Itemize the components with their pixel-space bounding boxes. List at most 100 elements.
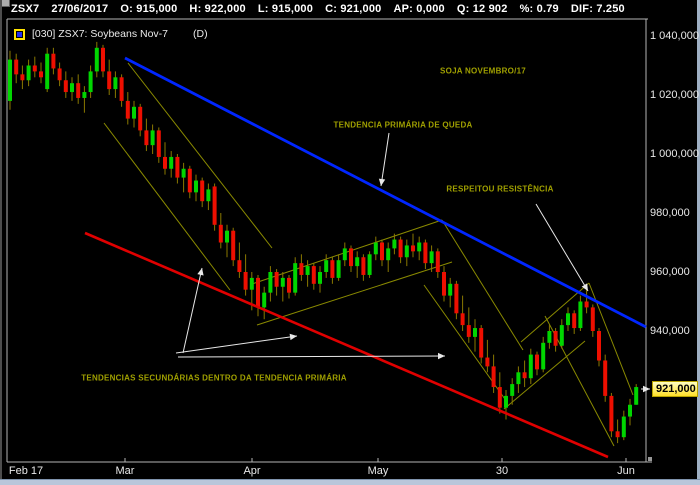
candle-body — [442, 272, 446, 296]
candle-body — [547, 331, 552, 343]
candle-body — [349, 248, 353, 267]
candle-body — [597, 331, 601, 361]
quote-stat-DIF: DIF: 7.250 — [570, 3, 625, 15]
candle-body — [268, 272, 273, 293]
quote-stat-O: O: 915,000 — [120, 3, 178, 15]
quote-symbol: ZSX7 — [11, 3, 40, 15]
annotation-resistance: RESPEITOU RESISTÊNCIA — [446, 184, 554, 194]
candle-body — [609, 395, 614, 432]
window-corner-chip[interactable] — [0, 0, 10, 7]
candle-body — [305, 266, 310, 275]
candle-body — [138, 106, 143, 131]
candle-body — [262, 292, 267, 308]
x-axis-label: Apr — [243, 465, 261, 477]
candle-body — [243, 272, 248, 290]
candle-body — [510, 384, 515, 396]
quote-date: 27/06/2017 — [51, 3, 109, 15]
app-frame-bottom[interactable] — [0, 479, 700, 485]
candle-body — [187, 168, 192, 193]
x-axis-label: Feb 17 — [8, 465, 44, 477]
x-axis-label: Jun — [617, 465, 635, 477]
candle-body — [634, 387, 639, 405]
candle-body — [522, 372, 527, 379]
candle-body — [615, 431, 620, 438]
candle-body — [156, 130, 161, 157]
quote-stat-L: L: 915,000 — [257, 3, 314, 15]
candle-body — [398, 239, 403, 258]
chart-window-icon[interactable] — [14, 28, 25, 40]
candle-body — [14, 59, 19, 75]
resize-grip — [648, 457, 652, 461]
annotation-arrowhead — [643, 385, 650, 393]
candle-body — [181, 168, 186, 178]
secondary-trendline — [103, 122, 231, 291]
candle-body — [603, 360, 608, 396]
x-axis-label: 30 — [495, 465, 509, 477]
candle-body — [299, 263, 304, 275]
candle-body — [206, 189, 211, 202]
candle-body — [324, 260, 329, 272]
candle-body — [212, 186, 217, 225]
candle-body — [429, 251, 434, 264]
candle-body — [342, 248, 347, 261]
candle-body — [57, 68, 62, 81]
candle-body — [20, 74, 25, 81]
candle-body — [367, 254, 372, 275]
quote-stat-H: H: 922,000 — [189, 3, 246, 15]
candle-body — [63, 80, 68, 93]
candle-body — [125, 100, 130, 119]
candle-body — [200, 180, 205, 202]
annotation-secondary-trends: TENDENCIAS SECUNDÁRIAS DENTRO DA TENDENC… — [81, 373, 347, 383]
candle-body — [355, 257, 360, 267]
candle-body — [39, 71, 43, 78]
candle-body — [311, 266, 316, 284]
candle-body — [553, 331, 558, 346]
support-trendline — [84, 231, 609, 459]
quote-bar: ZSX7 27/06/2017 O: 915,000 H: 922,000 L: 915… — [11, 3, 625, 15]
chart-title: [030] ZSX7: Soybeans Nov-7 — [32, 28, 168, 40]
candle-body — [231, 230, 236, 261]
candle-body — [516, 372, 521, 385]
candle-body — [392, 239, 397, 249]
candle-body — [380, 242, 384, 261]
candle-body — [82, 92, 87, 98]
annotation-arrowhead — [378, 178, 386, 186]
last-price-tag: 921,000 — [652, 381, 698, 397]
candle-body — [473, 328, 477, 337]
candle-body — [566, 313, 570, 326]
candle-body — [454, 283, 459, 314]
candle-body — [150, 130, 155, 146]
candle-body — [280, 277, 285, 287]
app-frame-left — [0, 0, 2, 485]
annotation-arrowhead — [437, 352, 445, 360]
candle-body — [466, 325, 471, 337]
candle-body — [559, 325, 564, 346]
candle-body — [45, 53, 50, 90]
candle-body — [76, 83, 81, 98]
candle-body — [88, 71, 93, 93]
candle-body — [256, 277, 260, 308]
x-axis-label: May — [367, 465, 389, 477]
candle-body — [113, 77, 118, 90]
candle-body — [535, 354, 539, 370]
candle-body — [194, 180, 198, 193]
candle-body — [578, 301, 583, 329]
candle-body — [293, 263, 298, 293]
app-frame-right[interactable] — [697, 0, 700, 485]
quote-stat-AP: AP: 0,000 — [393, 3, 445, 15]
candle-body — [163, 156, 167, 169]
chart-title-row: [030] ZSX7: Soybeans Nov-7 (D) — [14, 28, 208, 40]
candle-body — [218, 224, 223, 243]
candle-body — [590, 307, 595, 331]
candle-body — [479, 328, 484, 358]
candle-body — [404, 245, 409, 258]
candle-body — [26, 65, 31, 81]
candle-body — [287, 277, 291, 293]
candle-body — [249, 277, 254, 290]
candle-body — [435, 251, 440, 272]
candle-body — [32, 65, 37, 72]
candle-body — [411, 245, 415, 252]
annotation-arrow — [182, 267, 203, 354]
annotation-contract: SOJA NOVEMBRO/17 — [440, 66, 526, 76]
